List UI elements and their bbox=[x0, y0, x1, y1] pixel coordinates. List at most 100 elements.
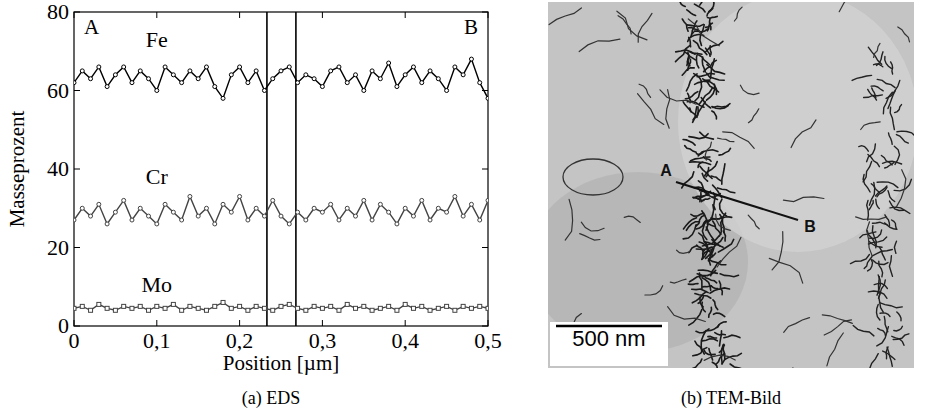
x-tick bbox=[405, 320, 406, 326]
caption: (b) TEM-Bild bbox=[681, 388, 781, 409]
series-marker bbox=[320, 85, 324, 89]
dislocation bbox=[687, 58, 690, 66]
dislocation bbox=[682, 19, 688, 31]
series-marker bbox=[445, 210, 449, 214]
dislocation bbox=[827, 333, 843, 366]
dislocation bbox=[706, 23, 713, 27]
dislocation bbox=[839, 2, 866, 12]
series-marker bbox=[362, 304, 366, 308]
x-tick bbox=[239, 320, 240, 326]
dislocation bbox=[714, 313, 725, 317]
dislocation bbox=[722, 164, 725, 184]
series-marker bbox=[428, 69, 432, 73]
series-marker bbox=[188, 69, 192, 73]
series-marker bbox=[147, 308, 151, 312]
dislocation bbox=[709, 307, 712, 317]
dislocation bbox=[716, 214, 731, 230]
series-marker bbox=[312, 77, 316, 81]
series-marker bbox=[155, 89, 159, 93]
x-tick bbox=[322, 12, 323, 18]
series-marker bbox=[370, 308, 374, 312]
dislocation bbox=[708, 336, 717, 338]
series-marker bbox=[354, 306, 358, 310]
series-marker bbox=[262, 306, 266, 310]
series-marker bbox=[411, 65, 415, 69]
series-marker bbox=[180, 81, 184, 85]
dislocation bbox=[685, 146, 697, 153]
dislocation bbox=[703, 286, 712, 287]
series-marker bbox=[436, 77, 440, 81]
series-marker bbox=[287, 222, 291, 226]
y-tick bbox=[482, 12, 488, 13]
series-marker bbox=[345, 302, 349, 306]
dislocation bbox=[713, 221, 721, 234]
dislocation bbox=[693, 359, 702, 368]
series-marker bbox=[74, 81, 76, 85]
dislocation bbox=[689, 310, 702, 326]
dislocation bbox=[876, 199, 880, 208]
dislocation bbox=[824, 320, 851, 335]
series-marker bbox=[387, 210, 391, 214]
series-marker bbox=[89, 77, 93, 81]
x-axis-title: Position [µm] bbox=[223, 351, 340, 375]
series-marker bbox=[411, 306, 415, 310]
dislocation bbox=[684, 218, 697, 229]
series-marker bbox=[345, 206, 349, 210]
dislocation bbox=[708, 259, 726, 265]
series-marker bbox=[486, 198, 488, 202]
dislocation bbox=[682, 68, 694, 75]
plot-frame bbox=[74, 12, 488, 326]
series-marker bbox=[378, 77, 382, 81]
series-marker bbox=[147, 77, 151, 81]
dislocation bbox=[881, 156, 892, 165]
dislocation bbox=[783, 197, 824, 202]
series-marker bbox=[113, 73, 117, 77]
dislocation bbox=[867, 200, 869, 220]
series-marker bbox=[296, 210, 300, 214]
dislocation bbox=[690, 162, 711, 165]
image-label: A bbox=[660, 162, 672, 179]
scale-bar bbox=[556, 325, 662, 328]
series-marker bbox=[312, 206, 316, 210]
series-marker bbox=[411, 214, 415, 218]
dislocation bbox=[724, 335, 740, 338]
series-marker bbox=[461, 214, 465, 218]
series-marker bbox=[188, 304, 192, 308]
series-marker bbox=[229, 306, 233, 310]
series-marker bbox=[97, 302, 101, 306]
dislocation bbox=[883, 351, 895, 360]
y-tick-label: 0 bbox=[58, 313, 69, 338]
series-marker bbox=[89, 308, 93, 312]
dislocation bbox=[689, 134, 708, 139]
dislocation bbox=[772, 232, 783, 270]
dislocation bbox=[889, 256, 892, 277]
series-marker bbox=[196, 306, 200, 310]
series-marker bbox=[354, 214, 358, 218]
dislocation bbox=[851, 255, 870, 264]
dislocation bbox=[896, 170, 905, 207]
series-marker bbox=[420, 198, 424, 202]
vertical-line bbox=[266, 12, 268, 326]
series-marker bbox=[428, 218, 432, 222]
figure: 02040608000,10,20,30,40,5Position [µm]Ma… bbox=[0, 0, 926, 414]
series-marker bbox=[171, 210, 175, 214]
dislocation bbox=[877, 305, 880, 321]
dislocation bbox=[702, 211, 708, 231]
series-marker bbox=[329, 202, 333, 206]
series-marker bbox=[403, 206, 407, 210]
dislocation bbox=[713, 300, 718, 310]
series-marker bbox=[320, 210, 324, 214]
dislocation bbox=[693, 348, 707, 356]
series-marker bbox=[378, 202, 382, 206]
dislocation bbox=[879, 293, 884, 313]
series-marker bbox=[436, 306, 440, 310]
dislocation bbox=[708, 205, 714, 223]
dislocation bbox=[617, 11, 647, 40]
y-tick-label: 80 bbox=[47, 0, 69, 24]
dislocation bbox=[861, 122, 881, 130]
y-tick bbox=[74, 90, 80, 91]
dislocation bbox=[700, 297, 704, 307]
dislocation bbox=[708, 16, 718, 18]
dislocation bbox=[883, 92, 892, 113]
dislocation bbox=[874, 43, 880, 57]
